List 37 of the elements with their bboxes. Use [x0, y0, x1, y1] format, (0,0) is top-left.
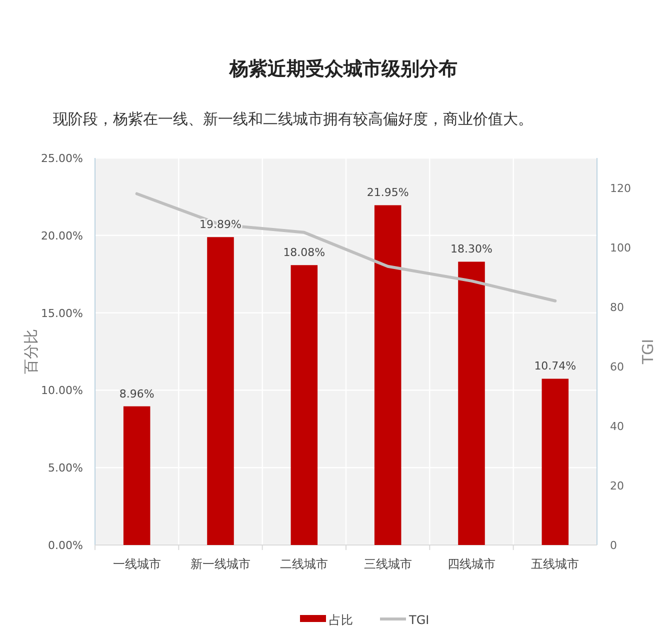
y2-tick-label: 60: [610, 360, 624, 374]
y2-tick-label: 40: [610, 420, 624, 433]
y-tick-label: 5.00%: [48, 462, 83, 475]
data-label: 8.96%: [119, 387, 154, 400]
y-tick-label: 20.00%: [41, 229, 83, 242]
x-tick-label: 一线城市: [112, 557, 161, 571]
y2-tick-label: 20: [610, 479, 624, 492]
bar: [374, 205, 402, 545]
data-label: 19.89%: [200, 218, 242, 232]
bar: [207, 237, 234, 545]
y-tick-label: 25.00%: [41, 152, 83, 165]
y-axis-title: 百分比: [22, 329, 40, 374]
data-label: 21.95%: [366, 186, 409, 200]
y2-axis-title: TGI: [639, 338, 657, 366]
bar: [458, 262, 485, 545]
x-tick-label: 二线城市: [280, 557, 328, 571]
x-tick-label: 新一线城市: [190, 557, 250, 571]
chart-title: 杨紫近期受众城市级别分布: [228, 58, 458, 80]
y-tick-label: 0.00%: [48, 539, 83, 552]
legend-label: 占比: [329, 613, 353, 627]
y-tick-label: 15.00%: [41, 306, 83, 320]
data-label: 10.74%: [534, 360, 576, 373]
y2-tick-label: 80: [610, 300, 624, 314]
x-tick-label: 三线城市: [364, 557, 412, 571]
bar: [542, 378, 569, 545]
x-tick-label: 四线城市: [448, 557, 496, 571]
y2-tick-label: 0: [610, 539, 617, 552]
bar: [290, 265, 318, 545]
y2-tick-label: 120: [610, 182, 631, 195]
legend-label: TGI: [408, 613, 430, 627]
y2-tick-label: 100: [610, 241, 631, 254]
x-tick-label: 五线城市: [531, 557, 580, 571]
data-label: 18.30%: [450, 242, 492, 256]
y-tick-label: 10.00%: [41, 384, 83, 398]
data-label: 18.08%: [283, 246, 326, 260]
bar: [123, 406, 150, 545]
chart-subtitle: 现阶段，杨紫在一线、新一线和二线城市拥有较高偏好度，商业价值大。: [53, 110, 533, 128]
